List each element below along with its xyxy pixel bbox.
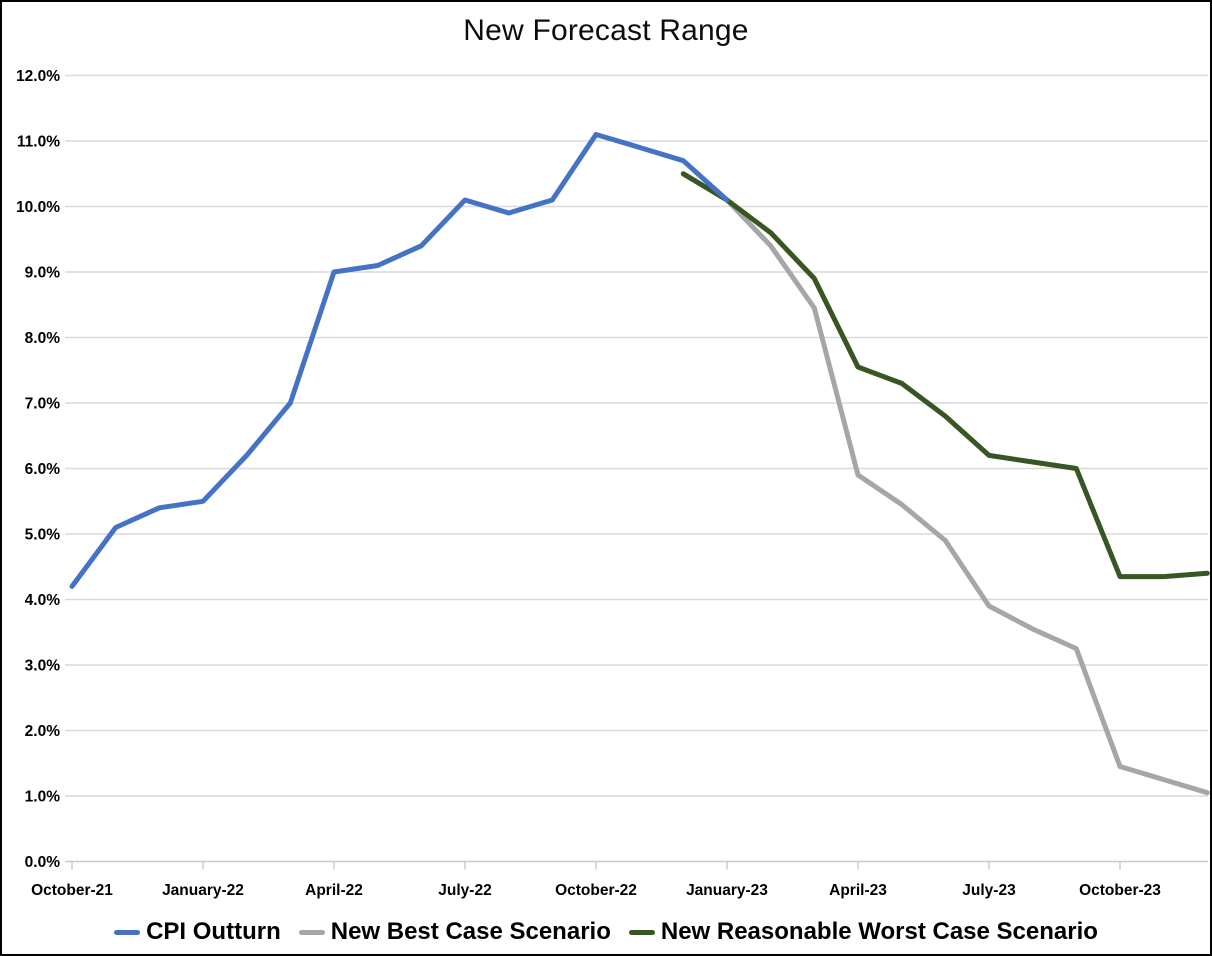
y-axis-tick-label: 1.0% xyxy=(25,789,61,806)
y-axis-tick-label: 7.0% xyxy=(25,396,61,413)
legend-swatch-worst-case xyxy=(628,929,655,935)
x-axis-tick-label: July-23 xyxy=(962,882,1016,899)
y-axis-tick-label: 2.0% xyxy=(25,723,61,740)
y-axis-tick-label: 5.0% xyxy=(25,527,61,544)
legend-swatch-cpi-outturn xyxy=(114,929,141,935)
y-axis-tick-label: 0.0% xyxy=(25,854,61,871)
y-axis-tick-label: 12.0% xyxy=(16,68,60,85)
legend-label: CPI Outturn xyxy=(146,918,281,945)
legend-item-best-case: New Best Case Scenario xyxy=(298,918,611,946)
y-axis-tick-label: 4.0% xyxy=(25,592,61,609)
x-axis-tick-label: January-22 xyxy=(162,882,244,899)
x-axis-tick-label: October-23 xyxy=(1079,882,1161,899)
legend-label: New Reasonable Worst Case Scenario xyxy=(660,918,1098,945)
series-line-new-reasonable-worst-case-scenario xyxy=(680,171,1210,580)
legend-item-worst-case: New Reasonable Worst Case Scenario xyxy=(628,918,1098,946)
legend-label: New Best Case Scenario xyxy=(330,918,611,945)
legend-swatch-best-case xyxy=(298,929,325,935)
y-axis-tick-label: 10.0% xyxy=(16,199,60,216)
x-axis-tick-label: April-23 xyxy=(829,882,887,899)
y-axis-tick-label: 11.0% xyxy=(17,134,60,151)
y-axis-tick-label: 6.0% xyxy=(25,461,61,478)
chart-title: New Forecast Range xyxy=(463,14,749,47)
series-line-new-best-case-scenario xyxy=(680,171,1210,796)
x-axis-tick-label: October-21 xyxy=(31,882,113,899)
series-line-cpi-outturn xyxy=(69,132,730,589)
x-axis-tick-label: April-22 xyxy=(305,882,363,899)
y-axis-tick-label: 9.0% xyxy=(25,265,61,282)
x-axis-tick-label: January-23 xyxy=(686,882,768,899)
x-axis-tick-label: July-22 xyxy=(438,882,491,899)
y-axis-tick-label: 8.0% xyxy=(25,330,61,347)
y-axis-tick-label: 3.0% xyxy=(25,658,61,675)
x-axis-tick-label: October-22 xyxy=(555,882,637,899)
legend-item-cpi-outturn: CPI Outturn xyxy=(114,918,281,946)
chart-legend: CPI Outturn New Best Case Scenario New R… xyxy=(2,918,1210,946)
